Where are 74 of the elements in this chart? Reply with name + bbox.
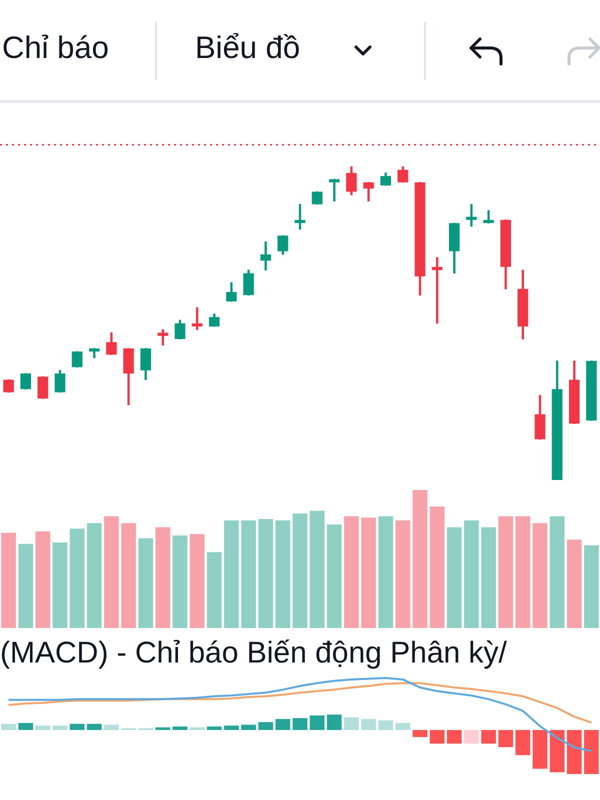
- bar: [104, 724, 119, 730]
- bar: [275, 520, 290, 628]
- bar: [464, 520, 479, 628]
- bar: [550, 730, 565, 772]
- bar: [310, 715, 325, 730]
- bar: [258, 722, 274, 730]
- bar: [35, 726, 50, 730]
- text: Chỉ báo: [2, 30, 109, 66]
- bar: [138, 538, 154, 628]
- bar: [172, 726, 188, 730]
- bar: [566, 730, 582, 774]
- bar: [155, 727, 170, 730]
- bar: [190, 727, 205, 730]
- bar: [70, 724, 85, 730]
- bar: [446, 527, 462, 628]
- bar: [430, 730, 445, 744]
- bar: [326, 524, 342, 628]
- bar: [1, 532, 16, 628]
- bar: [464, 730, 479, 744]
- bar: [310, 510, 325, 628]
- bar: [206, 726, 222, 730]
- bar: [292, 513, 308, 628]
- bar: [155, 527, 170, 628]
- bar: [275, 719, 290, 730]
- bar: [104, 516, 119, 628]
- bar: [515, 730, 530, 756]
- bar: [532, 523, 548, 628]
- bar: [326, 714, 342, 730]
- bar: [35, 531, 50, 628]
- bar: [18, 544, 34, 628]
- bar: [190, 534, 205, 628]
- chart-title: (MACD) - Chỉ báo Biến động Phân kỳ/: [0, 636, 508, 670]
- bar: [566, 540, 582, 628]
- bar: [241, 520, 256, 628]
- bar: [172, 536, 188, 628]
- bar: [18, 722, 34, 730]
- bar: [584, 545, 599, 628]
- bar: [292, 718, 308, 730]
- bar: [224, 520, 239, 628]
- bar: [86, 724, 102, 730]
- text: Biểu đồ: [195, 30, 300, 66]
- bar: [258, 518, 274, 628]
- bar: [446, 730, 462, 744]
- bar: [498, 516, 514, 628]
- bar: [52, 542, 68, 628]
- candlestick: [432, 257, 442, 324]
- bar: [1, 724, 16, 730]
- bar: [86, 523, 102, 628]
- bar: [395, 520, 410, 628]
- bar: [121, 523, 136, 628]
- bar: [344, 717, 359, 730]
- bar: [70, 528, 85, 628]
- bar: [206, 552, 222, 628]
- bar: [395, 722, 410, 730]
- bar: [224, 726, 239, 730]
- bar: [584, 730, 599, 774]
- bar: [361, 719, 376, 730]
- bar: [412, 490, 428, 628]
- bar: [481, 730, 496, 744]
- bar: [481, 527, 496, 628]
- bar: [498, 730, 514, 748]
- bar: [52, 726, 68, 730]
- bar: [430, 506, 445, 628]
- bar: [550, 516, 565, 628]
- bar: [378, 516, 394, 628]
- bar: [412, 730, 428, 738]
- candlestick: [192, 307, 202, 330]
- candlestick: [328, 178, 340, 202]
- bar: [515, 516, 530, 628]
- bar: [241, 724, 256, 730]
- bar: [532, 730, 548, 769]
- bar: [344, 516, 359, 628]
- bar: [378, 720, 394, 730]
- bar: [361, 518, 376, 628]
